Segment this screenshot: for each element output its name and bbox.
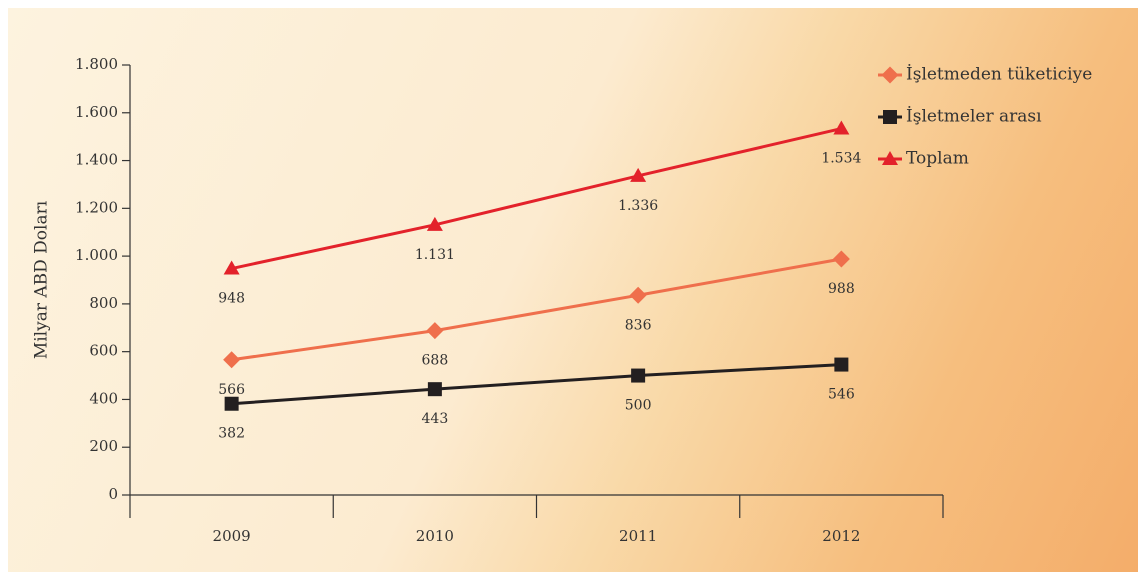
data-label: 1.336 — [618, 198, 658, 214]
data-label: 988 — [828, 281, 855, 297]
data-label: 546 — [828, 387, 855, 403]
data-label: 1.534 — [821, 151, 861, 167]
y-axis-label: Milyar ABD Doları — [32, 200, 52, 359]
y-tick-label: 1.800 — [75, 55, 118, 73]
legend-marker — [882, 151, 898, 165]
data-label: 443 — [422, 411, 449, 427]
legend-marker — [883, 110, 897, 124]
x-tick-label: 2011 — [619, 527, 657, 545]
data-label: 836 — [625, 317, 652, 333]
data-label: 566 — [218, 382, 245, 398]
data-label: 688 — [422, 353, 449, 369]
data-label: 948 — [218, 291, 245, 307]
data-point — [630, 167, 647, 182]
chart-background — [8, 8, 1138, 572]
data-label: 382 — [218, 426, 245, 442]
data-label: 1.131 — [415, 247, 455, 263]
data-point — [631, 368, 646, 383]
data-point — [629, 286, 647, 304]
y-tick-label: 0 — [108, 485, 118, 503]
data-point — [223, 351, 241, 369]
y-tick-label: 400 — [89, 389, 118, 407]
data-point — [832, 250, 850, 268]
data-point — [833, 120, 850, 135]
y-tick-label: 1.200 — [75, 198, 118, 216]
y-tick-label: 800 — [89, 294, 118, 312]
legend-label: İşletmeler arası — [906, 106, 1042, 127]
legend-label: İşletmeden tüketiciye — [906, 64, 1092, 85]
y-tick-label: 1.400 — [75, 151, 118, 169]
data-point — [426, 322, 444, 340]
legend-label: Toplam — [906, 149, 969, 169]
data-point — [834, 357, 849, 372]
x-tick-label: 2009 — [213, 527, 251, 545]
data-point — [223, 260, 240, 275]
x-tick-label: 2010 — [416, 527, 454, 545]
data-point — [224, 396, 239, 411]
y-tick-label: 600 — [89, 342, 118, 360]
x-tick-label: 2012 — [822, 527, 860, 545]
y-tick-label: 1.600 — [75, 103, 118, 121]
data-point — [427, 382, 442, 397]
data-label: 500 — [625, 398, 652, 414]
series-line — [231, 363, 842, 406]
legend-marker — [881, 66, 899, 84]
data-point — [426, 216, 443, 231]
y-tick-label: 200 — [89, 437, 118, 455]
y-tick-label: 1.000 — [75, 246, 118, 264]
series-line — [231, 257, 842, 362]
series-line — [231, 127, 842, 270]
